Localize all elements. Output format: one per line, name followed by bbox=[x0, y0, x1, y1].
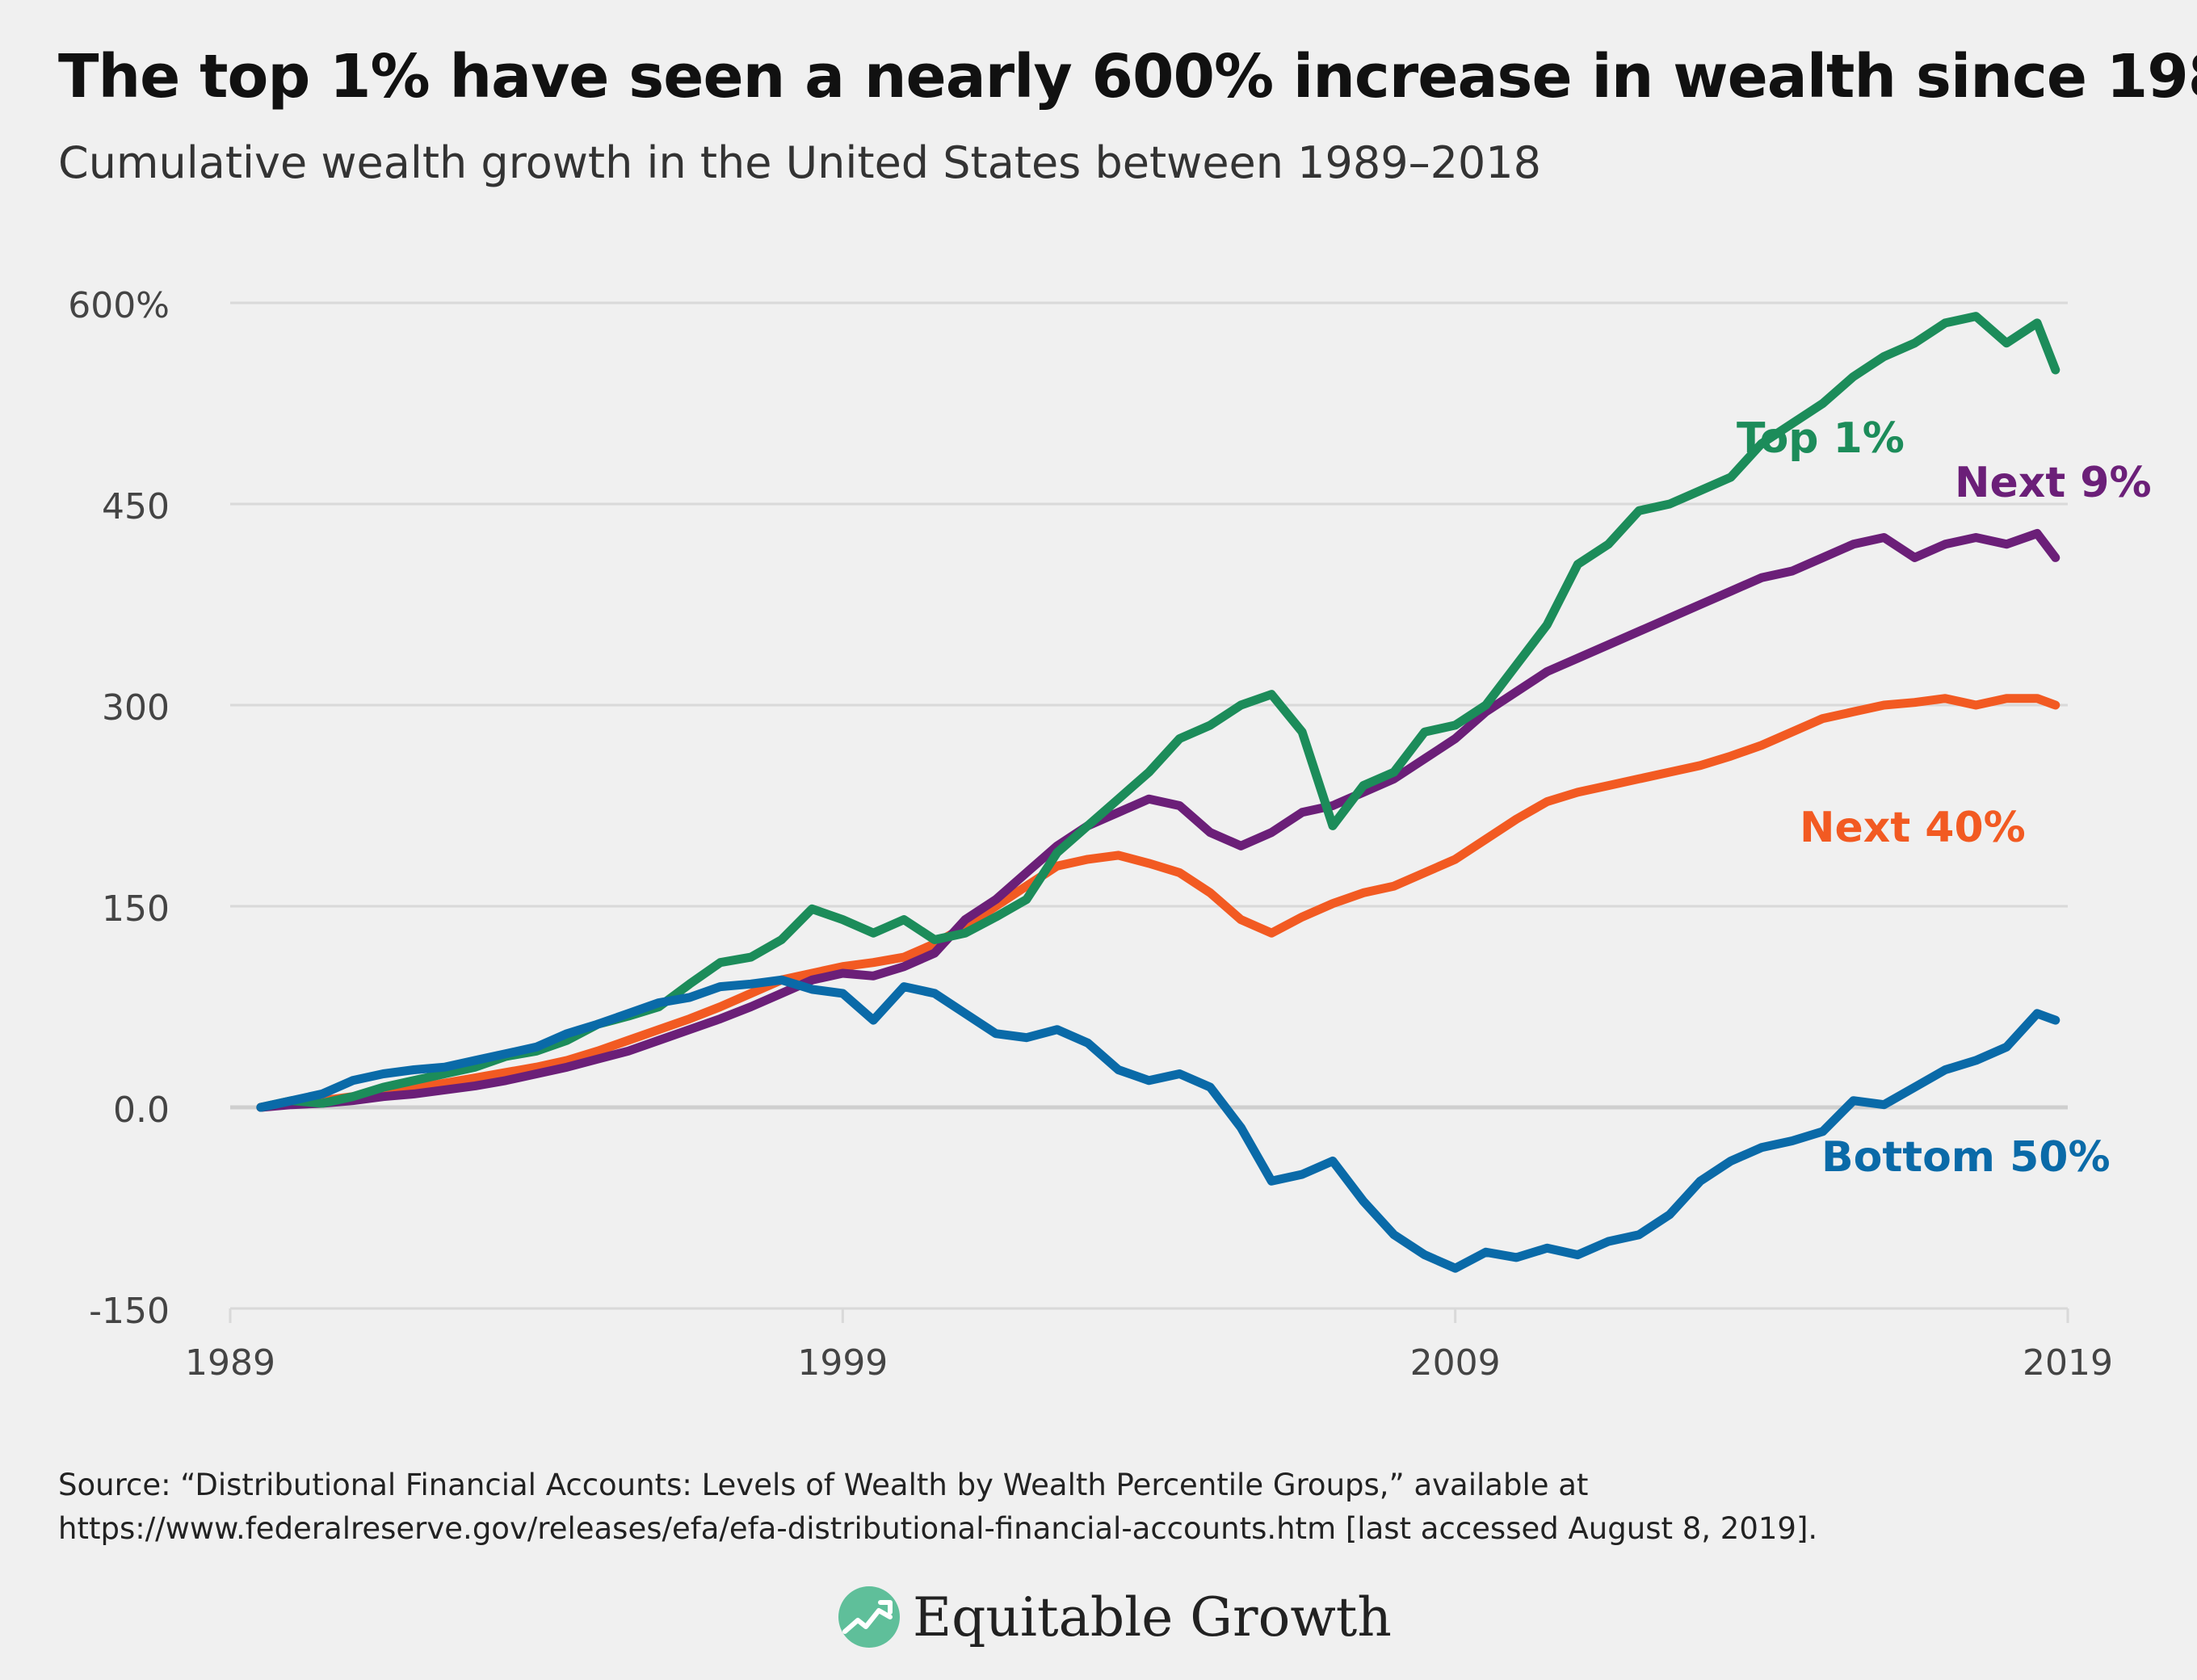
source-line-2: https://www.federalreserve.gov/releases/… bbox=[58, 1511, 1818, 1546]
x-tick-label: 1999 bbox=[797, 1342, 888, 1384]
series-line-next9 bbox=[256, 529, 2060, 1112]
grid-lines bbox=[230, 301, 2068, 1310]
source-note: Source: “Distributional Financial Accoun… bbox=[58, 1464, 2126, 1551]
logo-text: Equitable Growth bbox=[913, 1586, 1392, 1648]
series-labels: Next 40% Next 9% Top 1% Bottom 50% bbox=[1737, 414, 2152, 1182]
page-subtitle: Cumulative wealth growth in the United S… bbox=[58, 137, 1541, 188]
y-axis-ticks: -150 0.0 150 300 450 600% bbox=[68, 285, 170, 1332]
y-tick-label: 150 bbox=[102, 888, 170, 930]
source-line-1: Source: “Distributional Financial Accoun… bbox=[58, 1468, 1589, 1502]
x-tick-label: 2009 bbox=[1410, 1342, 1501, 1384]
series-line-top1 bbox=[256, 312, 2060, 1112]
line-chart: -150 0.0 150 300 450 600% 1989 1999 2009 2019 Ne… bbox=[68, 285, 2152, 1384]
series-label-bottom50: Bottom 50% bbox=[1821, 1133, 2111, 1182]
y-tick-label: 600% bbox=[68, 285, 170, 326]
series-label-next40: Next 40% bbox=[1800, 804, 2026, 852]
page-title: The top 1% have seen a nearly 600% incre… bbox=[58, 42, 2197, 111]
equitable-growth-logo: Equitable Growth bbox=[837, 1585, 1392, 1649]
rising-chart-logo-icon bbox=[838, 1586, 900, 1648]
series-label-top1: Top 1% bbox=[1737, 414, 1905, 463]
y-tick-label: 450 bbox=[102, 486, 170, 527]
y-tick-label: -150 bbox=[89, 1291, 170, 1332]
y-tick-label: 0.0 bbox=[113, 1090, 170, 1131]
series-line-next40 bbox=[256, 694, 2060, 1112]
x-tick-label: 1989 bbox=[185, 1342, 275, 1384]
series-lines bbox=[256, 312, 2060, 1273]
x-axis-ticks: 1989 1999 2009 2019 bbox=[185, 1308, 2113, 1384]
series-line-bottom50 bbox=[256, 975, 2060, 1273]
series-label-next9: Next 9% bbox=[1955, 459, 2152, 507]
x-tick-label: 2019 bbox=[2023, 1342, 2113, 1384]
y-tick-label: 300 bbox=[102, 687, 170, 729]
